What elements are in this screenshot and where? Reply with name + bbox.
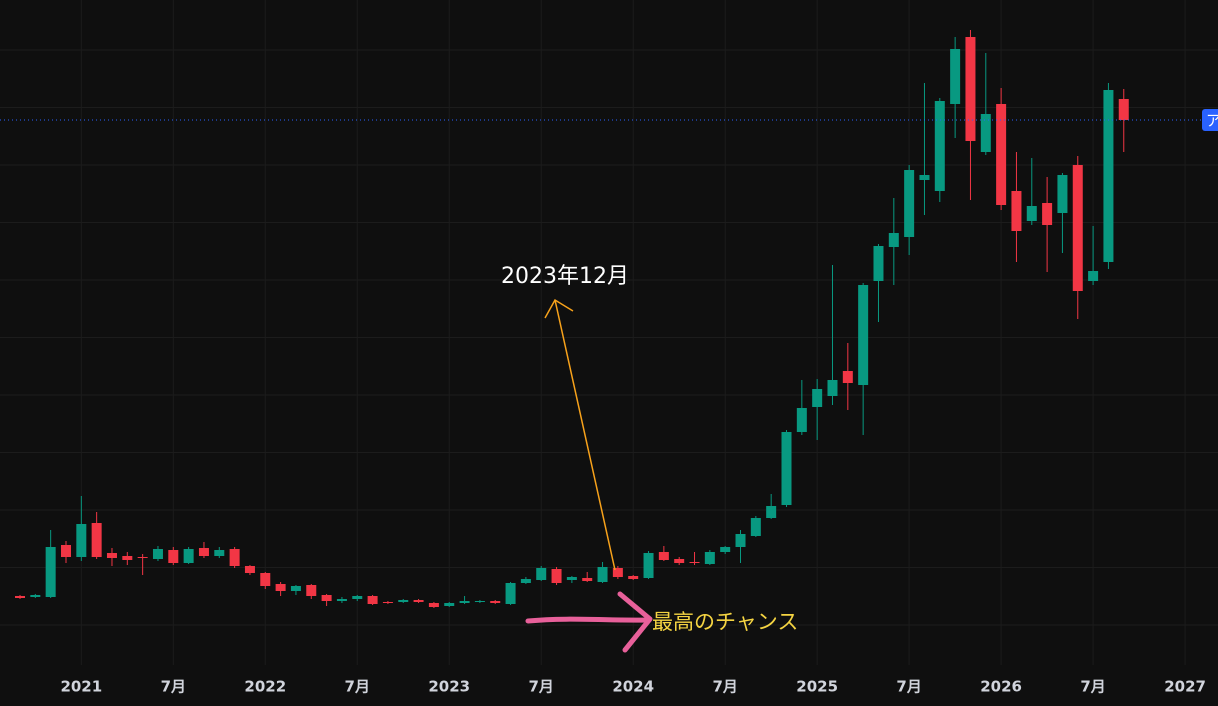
candle-body xyxy=(1072,165,1083,291)
candle-body xyxy=(60,545,71,557)
last-price-label: ア xyxy=(1206,112,1218,130)
annotation-arrow-head xyxy=(544,298,574,319)
annotation-arrow xyxy=(525,616,651,624)
candle-body xyxy=(796,408,807,432)
x-tick-label: 7月 xyxy=(529,678,554,696)
candle-body xyxy=(490,601,501,603)
candle-body xyxy=(106,553,117,558)
candle-body xyxy=(551,569,562,583)
candle-body xyxy=(1118,99,1129,120)
candle-body xyxy=(122,556,133,560)
candle-body xyxy=(720,547,731,552)
x-tick-label: 2026 xyxy=(980,678,1022,696)
candle-body xyxy=(674,559,685,563)
candle-body xyxy=(336,599,347,601)
candle-body xyxy=(643,553,654,578)
candle-body xyxy=(367,596,378,604)
x-tick-label: 2022 xyxy=(244,678,286,696)
x-tick-label: 2021 xyxy=(60,678,102,696)
candle-body xyxy=(459,601,470,603)
candle-body xyxy=(781,432,792,505)
candle-body xyxy=(45,547,56,597)
candle-body xyxy=(1057,175,1068,213)
candle-body xyxy=(137,557,148,558)
candle-body xyxy=(950,49,961,104)
candle-body xyxy=(505,583,516,604)
candle-body xyxy=(1103,90,1114,262)
candle-body xyxy=(919,175,930,180)
candle-body xyxy=(858,285,869,385)
candle-body xyxy=(321,595,332,601)
candle-body xyxy=(628,576,639,579)
x-tick-label: 7月 xyxy=(896,678,921,696)
x-axis: 2021 7月 2022 7月 2023 7月 2024 7月 2025 7月 2026 7月 2027 xyxy=(60,678,1206,696)
candle-body xyxy=(766,506,777,518)
candle-body xyxy=(1011,191,1022,231)
candle-body xyxy=(398,600,409,602)
candle-body xyxy=(750,518,761,536)
annotation-text: 2023年12月 xyxy=(501,264,629,289)
candle-body xyxy=(689,562,700,563)
candle-body xyxy=(934,101,945,191)
x-tick-label: 7月 xyxy=(1080,678,1105,696)
annotation-arrow-head xyxy=(617,591,653,653)
candle-body xyxy=(612,568,623,577)
last-price-badge xyxy=(1202,109,1218,131)
candle-body xyxy=(658,552,669,560)
candle-body xyxy=(76,524,87,557)
candle-body xyxy=(474,601,485,602)
candle-body xyxy=(290,586,301,591)
candle-body xyxy=(904,170,915,237)
candle-body xyxy=(1042,203,1053,225)
candle-body xyxy=(704,552,715,564)
x-tick-label: 2023 xyxy=(428,678,470,696)
candle-body xyxy=(1026,206,1037,221)
candle-body xyxy=(812,389,823,407)
candle-body xyxy=(352,596,363,599)
candle-body xyxy=(168,550,179,563)
candle-body xyxy=(30,595,41,597)
x-tick-label: 2027 xyxy=(1164,678,1206,696)
candle-body xyxy=(566,577,577,580)
candle-body xyxy=(520,579,531,583)
candles: ア xyxy=(0,30,1218,608)
candle-body xyxy=(91,523,102,557)
candle-body xyxy=(382,602,393,603)
candle-body xyxy=(888,233,899,247)
candle-body xyxy=(198,548,209,556)
candle-body xyxy=(275,584,286,591)
candle-body xyxy=(597,567,608,582)
candle-body xyxy=(996,104,1007,205)
candle-body xyxy=(260,573,271,586)
annotation-text: 最高のチャンス xyxy=(652,610,798,634)
candle-body xyxy=(980,114,991,152)
x-tick-label: 2025 xyxy=(796,678,838,696)
candle-body xyxy=(244,566,255,573)
candle-body xyxy=(15,596,25,598)
candle-body xyxy=(214,550,225,556)
x-tick-label: 7月 xyxy=(712,678,737,696)
candle-body xyxy=(183,549,194,563)
x-tick-label: 7月 xyxy=(345,678,370,696)
grid xyxy=(0,0,1218,665)
candle-body xyxy=(229,549,240,566)
annotation-arrow xyxy=(554,299,616,571)
candle-body xyxy=(735,534,746,547)
candle-body xyxy=(152,549,163,559)
x-tick-label: 7月 xyxy=(161,678,186,696)
candle-body xyxy=(536,568,547,580)
x-tick-label: 2024 xyxy=(612,678,654,696)
candle-body xyxy=(428,603,439,607)
candle-body xyxy=(842,371,853,383)
candle-body xyxy=(413,600,424,602)
candle-body xyxy=(965,37,976,141)
candle-body xyxy=(827,380,838,396)
candle-body xyxy=(582,578,593,581)
candle-body xyxy=(444,603,455,606)
candle-body xyxy=(873,246,884,281)
candle-body xyxy=(1088,271,1099,281)
candle-body xyxy=(306,585,317,596)
